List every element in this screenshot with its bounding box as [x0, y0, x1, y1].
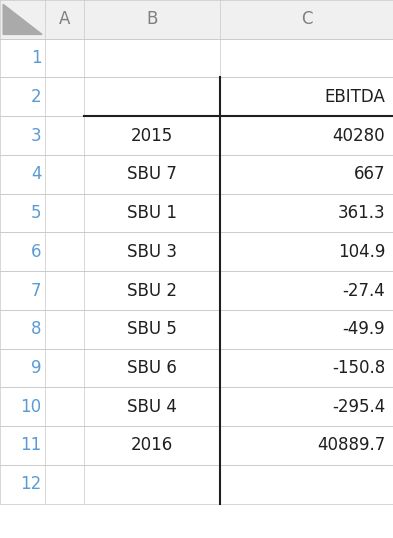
Bar — [0, 232, 393, 271]
Text: -27.4: -27.4 — [342, 281, 385, 300]
Bar — [0, 0, 393, 39]
Text: C: C — [301, 10, 312, 29]
Text: -49.9: -49.9 — [343, 320, 385, 338]
Text: SBU 5: SBU 5 — [127, 320, 177, 338]
Text: 9: 9 — [31, 359, 41, 377]
Text: 1: 1 — [31, 49, 41, 67]
Bar — [0, 310, 393, 349]
Bar — [0, 155, 393, 194]
Text: SBU 7: SBU 7 — [127, 165, 177, 183]
Bar — [0, 387, 393, 426]
Text: 2015: 2015 — [131, 126, 173, 145]
Bar — [0, 349, 393, 387]
Text: SBU 3: SBU 3 — [127, 243, 177, 261]
Bar — [0, 426, 393, 465]
Text: EBITDA: EBITDA — [324, 88, 385, 106]
Bar — [0, 194, 393, 232]
Text: 40280: 40280 — [332, 126, 385, 145]
Text: SBU 6: SBU 6 — [127, 359, 177, 377]
Text: -295.4: -295.4 — [332, 398, 385, 416]
Text: 10: 10 — [20, 398, 41, 416]
Text: 361.3: 361.3 — [338, 204, 385, 222]
Text: 5: 5 — [31, 204, 41, 222]
Text: 11: 11 — [20, 436, 41, 455]
Bar — [0, 116, 393, 155]
Text: SBU 1: SBU 1 — [127, 204, 177, 222]
Text: B: B — [147, 10, 158, 29]
Bar — [0, 39, 393, 77]
Text: 667: 667 — [354, 165, 385, 183]
Bar — [0, 77, 393, 116]
Polygon shape — [3, 4, 42, 34]
Text: SBU 2: SBU 2 — [127, 281, 177, 300]
Text: -150.8: -150.8 — [332, 359, 385, 377]
Text: 40889.7: 40889.7 — [317, 436, 385, 455]
Text: 2: 2 — [31, 88, 41, 106]
Text: 7: 7 — [31, 281, 41, 300]
Bar — [0, 271, 393, 310]
Text: 8: 8 — [31, 320, 41, 338]
Text: 3: 3 — [31, 126, 41, 145]
Text: 104.9: 104.9 — [338, 243, 385, 261]
Text: 12: 12 — [20, 475, 41, 493]
Text: 2016: 2016 — [131, 436, 173, 455]
Bar — [0, 465, 393, 504]
Text: 6: 6 — [31, 243, 41, 261]
Text: 4: 4 — [31, 165, 41, 183]
Text: A: A — [59, 10, 70, 29]
Text: SBU 4: SBU 4 — [127, 398, 177, 416]
